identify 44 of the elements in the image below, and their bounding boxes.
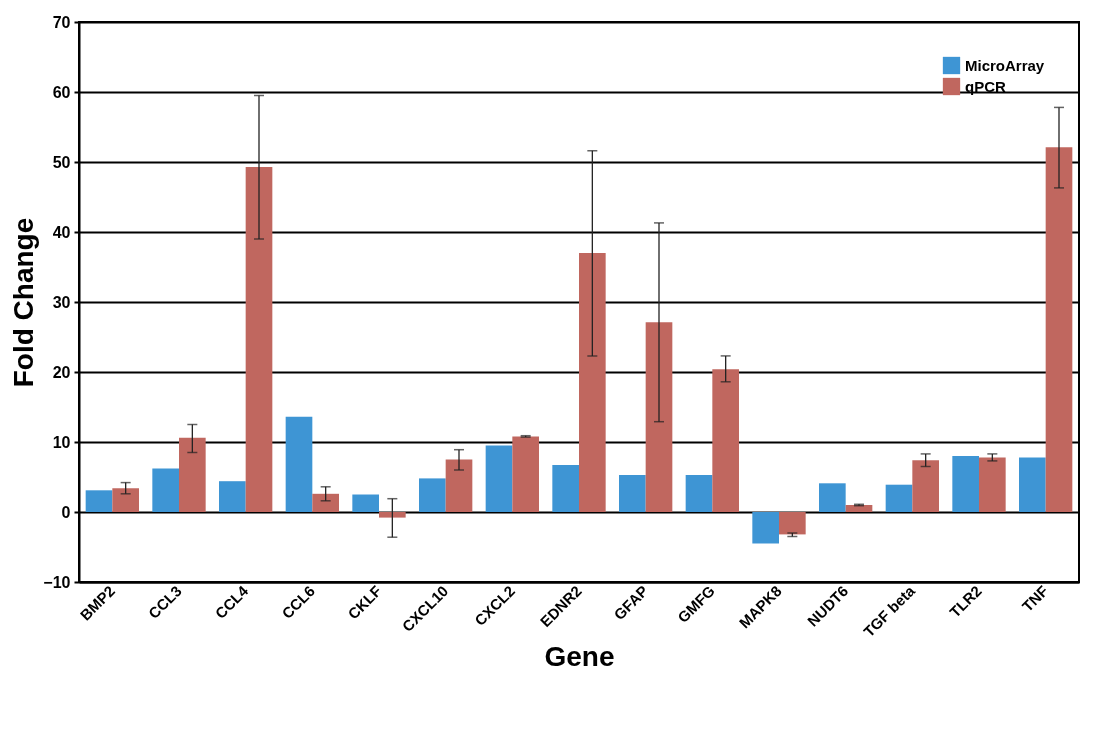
bar: [312, 493, 339, 512]
y-tick-label: 50: [52, 153, 71, 171]
bar: [179, 437, 206, 512]
bar: [85, 490, 113, 512]
y-tick-label: −10: [43, 573, 71, 591]
bar: [712, 369, 739, 512]
bar: [552, 465, 579, 512]
bar: [285, 416, 313, 512]
y-tick-label: 60: [52, 83, 71, 101]
bar: [685, 474, 713, 512]
bar: [979, 457, 1006, 512]
bar: [952, 456, 979, 512]
bar: [379, 512, 406, 518]
bar: [219, 481, 246, 512]
bar: [419, 478, 446, 512]
bar: [845, 505, 873, 512]
y-tick-label: 70: [52, 13, 71, 31]
y-axis-title: Fold Change: [8, 217, 40, 388]
bar: [485, 445, 513, 512]
y-tick-label: 30: [52, 293, 71, 311]
x-tick-label: TNF: [1018, 582, 1052, 615]
bar: [352, 494, 379, 512]
bar: [112, 488, 139, 512]
y-tick-label: 40: [52, 223, 71, 241]
bar: [445, 459, 473, 512]
bar: [152, 468, 179, 512]
bar: [752, 512, 779, 544]
y-tick-label: 20: [52, 363, 71, 381]
y-tick-label: 0: [61, 503, 71, 521]
bar: [512, 436, 539, 512]
x-axis-title: Gene: [544, 641, 615, 673]
bar: [885, 484, 913, 512]
bar: [1045, 147, 1073, 512]
legend-label: MicroArray: [965, 56, 1045, 74]
bar: [819, 483, 846, 512]
bar: [645, 322, 673, 512]
bar: [1019, 457, 1046, 512]
legend-label: qPCR: [965, 77, 1006, 95]
bar: [245, 166, 273, 512]
bar: [912, 460, 939, 512]
y-tick-label: 10: [52, 433, 71, 451]
bar: [779, 512, 806, 535]
bar: [579, 253, 606, 512]
bar: [619, 474, 646, 512]
